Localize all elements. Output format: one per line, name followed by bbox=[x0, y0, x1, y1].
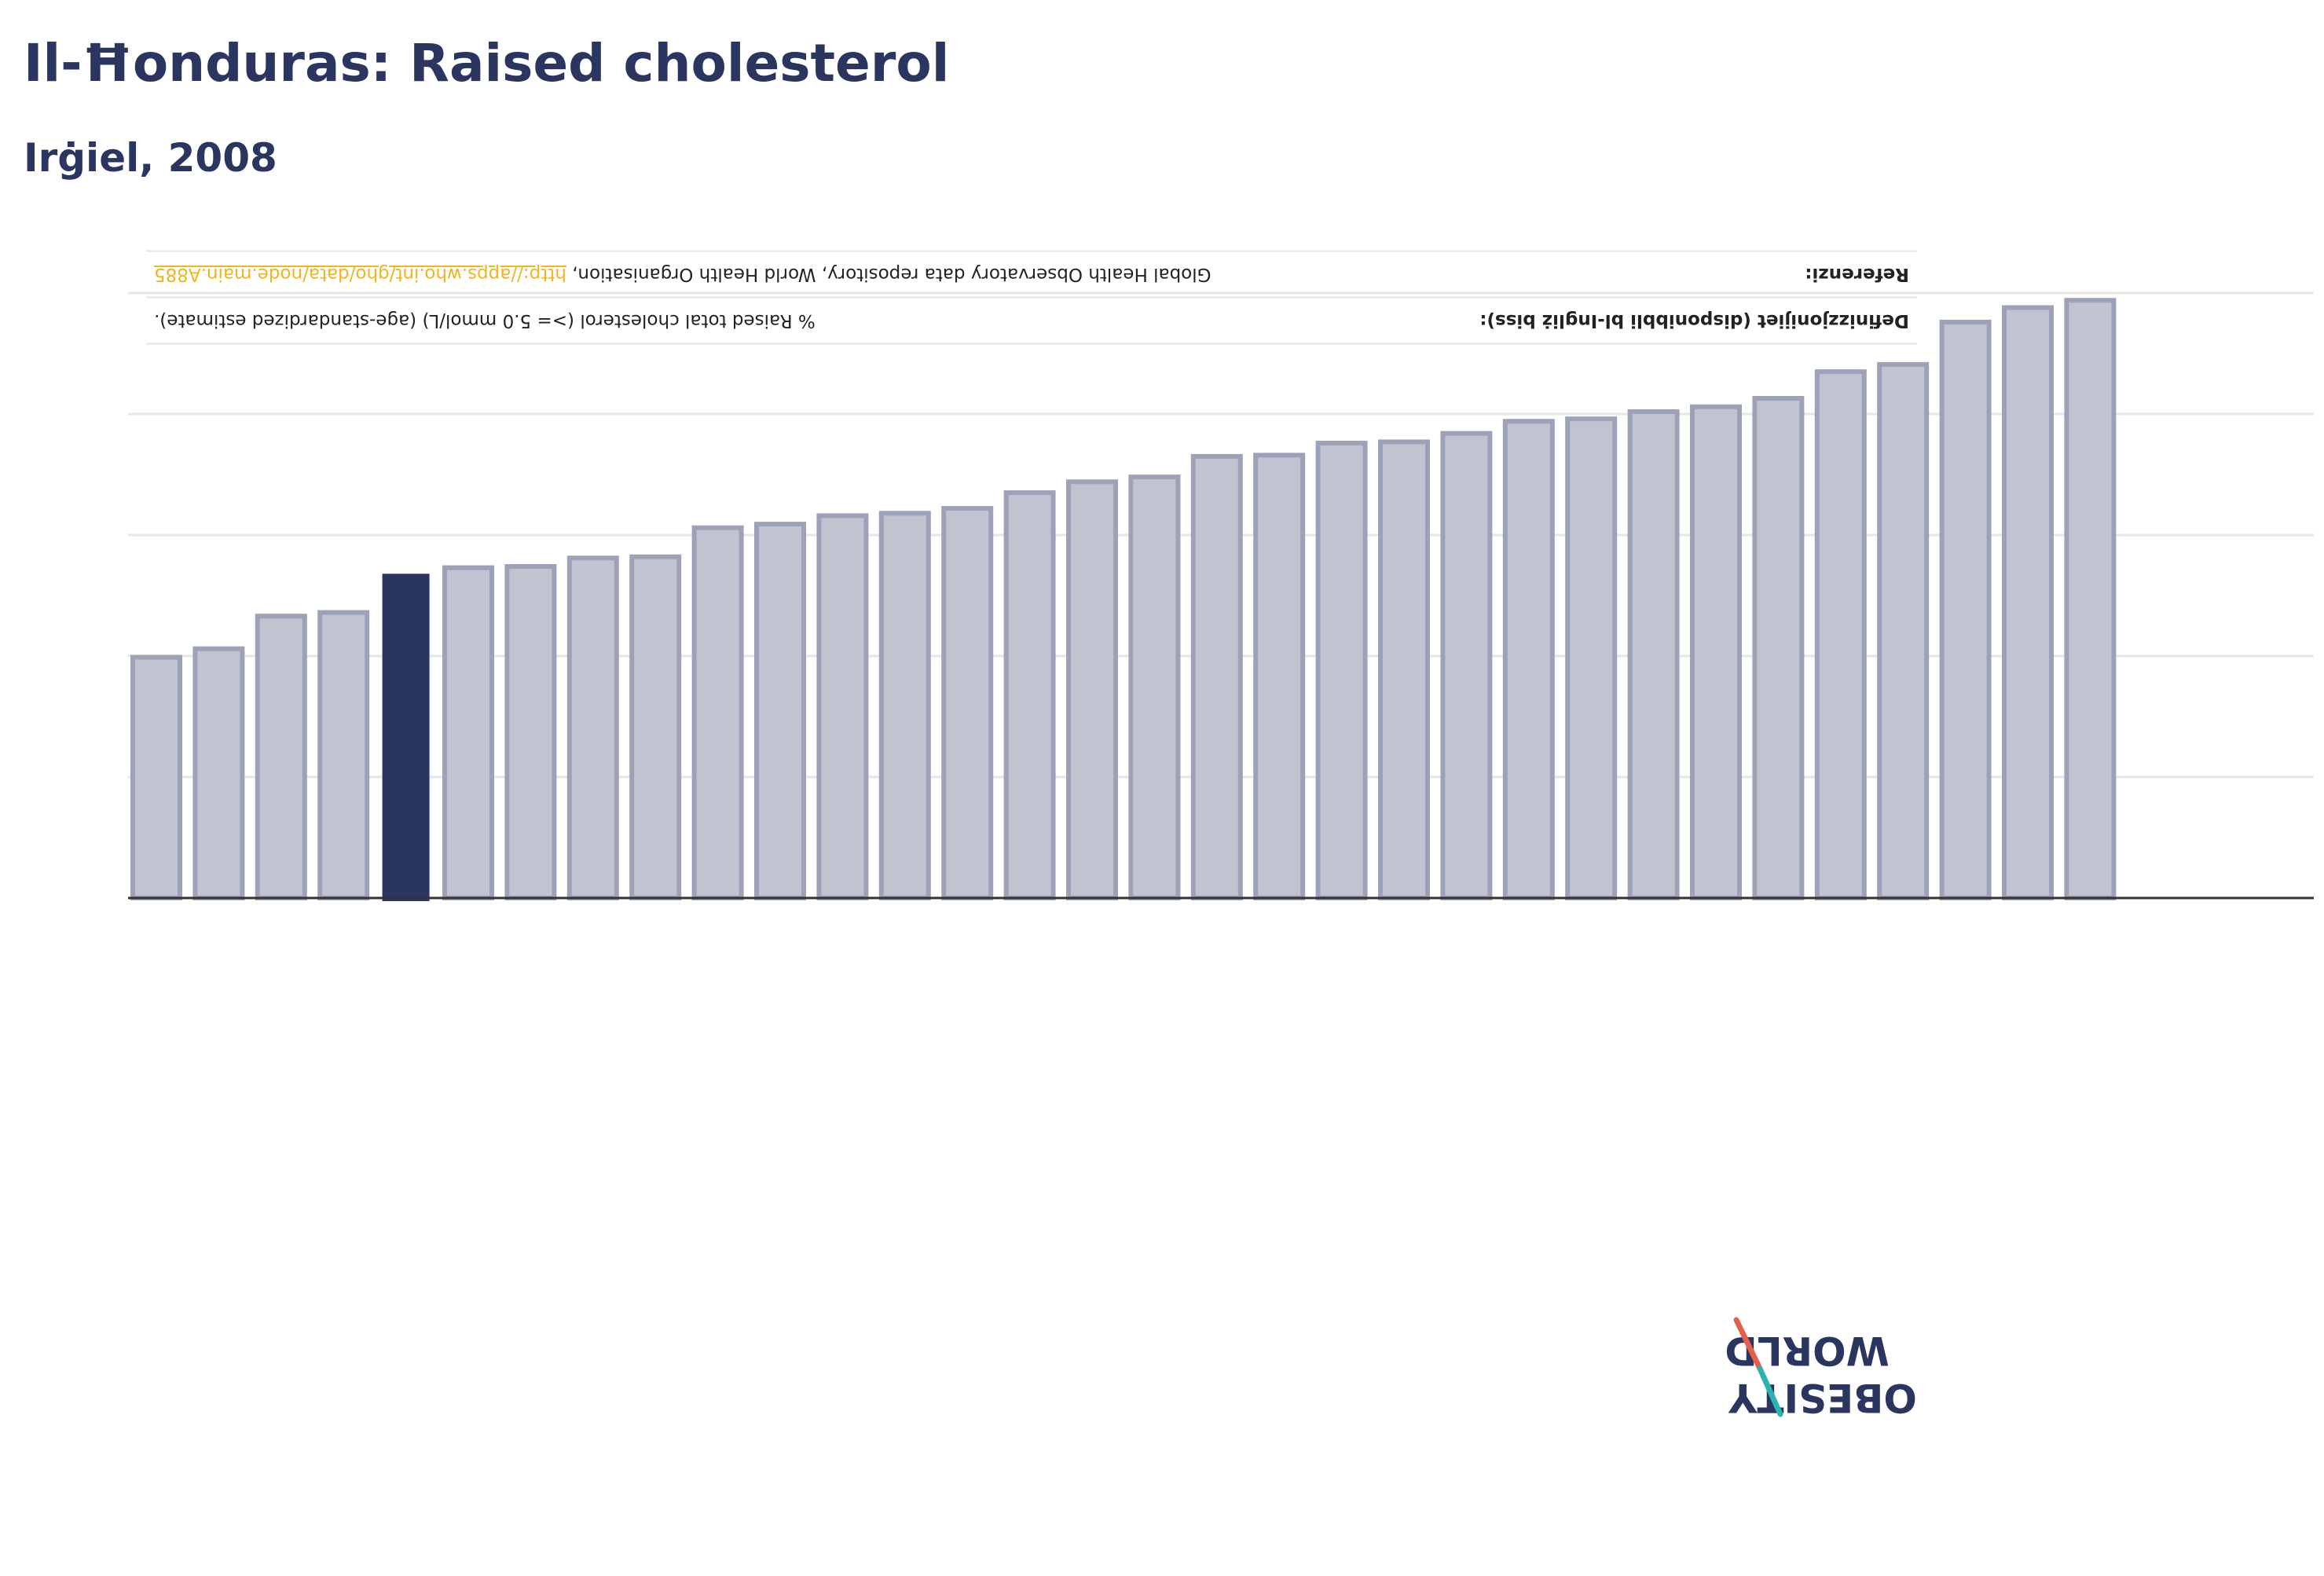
bar-9[interactable] bbox=[629, 554, 682, 900]
bar-layer bbox=[130, 298, 2117, 901]
reference-value-group: Global Health Observatory data repositor… bbox=[154, 264, 1211, 284]
bar-25[interactable] bbox=[1627, 409, 1680, 900]
bar-6[interactable] bbox=[442, 565, 494, 901]
definition-row: Definizzjonijiet (disponibbli bl-Ingliż … bbox=[146, 299, 1917, 345]
logo-slash-red bbox=[1733, 1317, 1763, 1372]
chart-subtitle: Irġiel, 2008 bbox=[24, 135, 277, 181]
bar-14[interactable] bbox=[941, 506, 994, 900]
bar-30[interactable] bbox=[1939, 319, 1992, 900]
info-table: Definizzjonijiet (disponibbli bl-Ingliż … bbox=[146, 250, 1917, 345]
bar-28[interactable] bbox=[1814, 369, 1867, 901]
bar-16[interactable] bbox=[1066, 479, 1118, 900]
bar-chart bbox=[128, 291, 2314, 901]
bar-10[interactable] bbox=[691, 525, 744, 900]
bar-7[interactable] bbox=[504, 564, 557, 900]
bar-21[interactable] bbox=[1378, 439, 1430, 900]
bar-1[interactable] bbox=[130, 654, 182, 900]
bar-19[interactable] bbox=[1253, 453, 1306, 900]
bar-20[interactable] bbox=[1315, 440, 1368, 900]
bar-17[interactable] bbox=[1128, 475, 1181, 900]
bar-31[interactable] bbox=[2002, 305, 2054, 901]
bar-27[interactable] bbox=[1752, 395, 1805, 901]
bar-2[interactable] bbox=[192, 646, 245, 900]
bar-4[interactable] bbox=[317, 610, 370, 900]
bar-18[interactable] bbox=[1190, 453, 1243, 900]
bar-15[interactable] bbox=[1003, 490, 1056, 900]
bar-3[interactable] bbox=[255, 614, 307, 900]
reference-link[interactable]: http://apps.who.int/gho/data/node.main.A… bbox=[154, 264, 566, 284]
bar-highlighted[interactable] bbox=[382, 574, 430, 901]
reference-row: Referenzi: Global Health Observatory dat… bbox=[146, 250, 1917, 299]
bar-32[interactable] bbox=[2064, 298, 2117, 900]
logo-slash-teal bbox=[1757, 1365, 1783, 1417]
bar-13[interactable] bbox=[878, 511, 931, 901]
bar-26[interactable] bbox=[1690, 404, 1742, 900]
bar-12[interactable] bbox=[816, 513, 869, 900]
definition-value: % Raised total cholesterol (>= 5.0 mmol/… bbox=[154, 310, 816, 331]
world-obesity-logo: OBESITY WORLD bbox=[1725, 1317, 1917, 1420]
bar-8[interactable] bbox=[566, 555, 619, 900]
definition-label: Definizzjonijiet (disponibbli bl-Ingliż … bbox=[1479, 310, 1909, 331]
reference-value: Global Health Observatory data repositor… bbox=[572, 264, 1211, 284]
bar-23[interactable] bbox=[1502, 419, 1555, 900]
logo-text-obesity: OBESITY bbox=[1728, 1375, 1916, 1420]
bar-29[interactable] bbox=[1877, 361, 1930, 900]
bar-24[interactable] bbox=[1565, 416, 1618, 900]
bar-22[interactable] bbox=[1440, 431, 1493, 900]
reference-label: Referenzi: bbox=[1805, 264, 1909, 284]
chart-title: Il-Ħonduras: Raised cholesterol bbox=[24, 33, 950, 93]
bar-11[interactable] bbox=[754, 522, 806, 900]
